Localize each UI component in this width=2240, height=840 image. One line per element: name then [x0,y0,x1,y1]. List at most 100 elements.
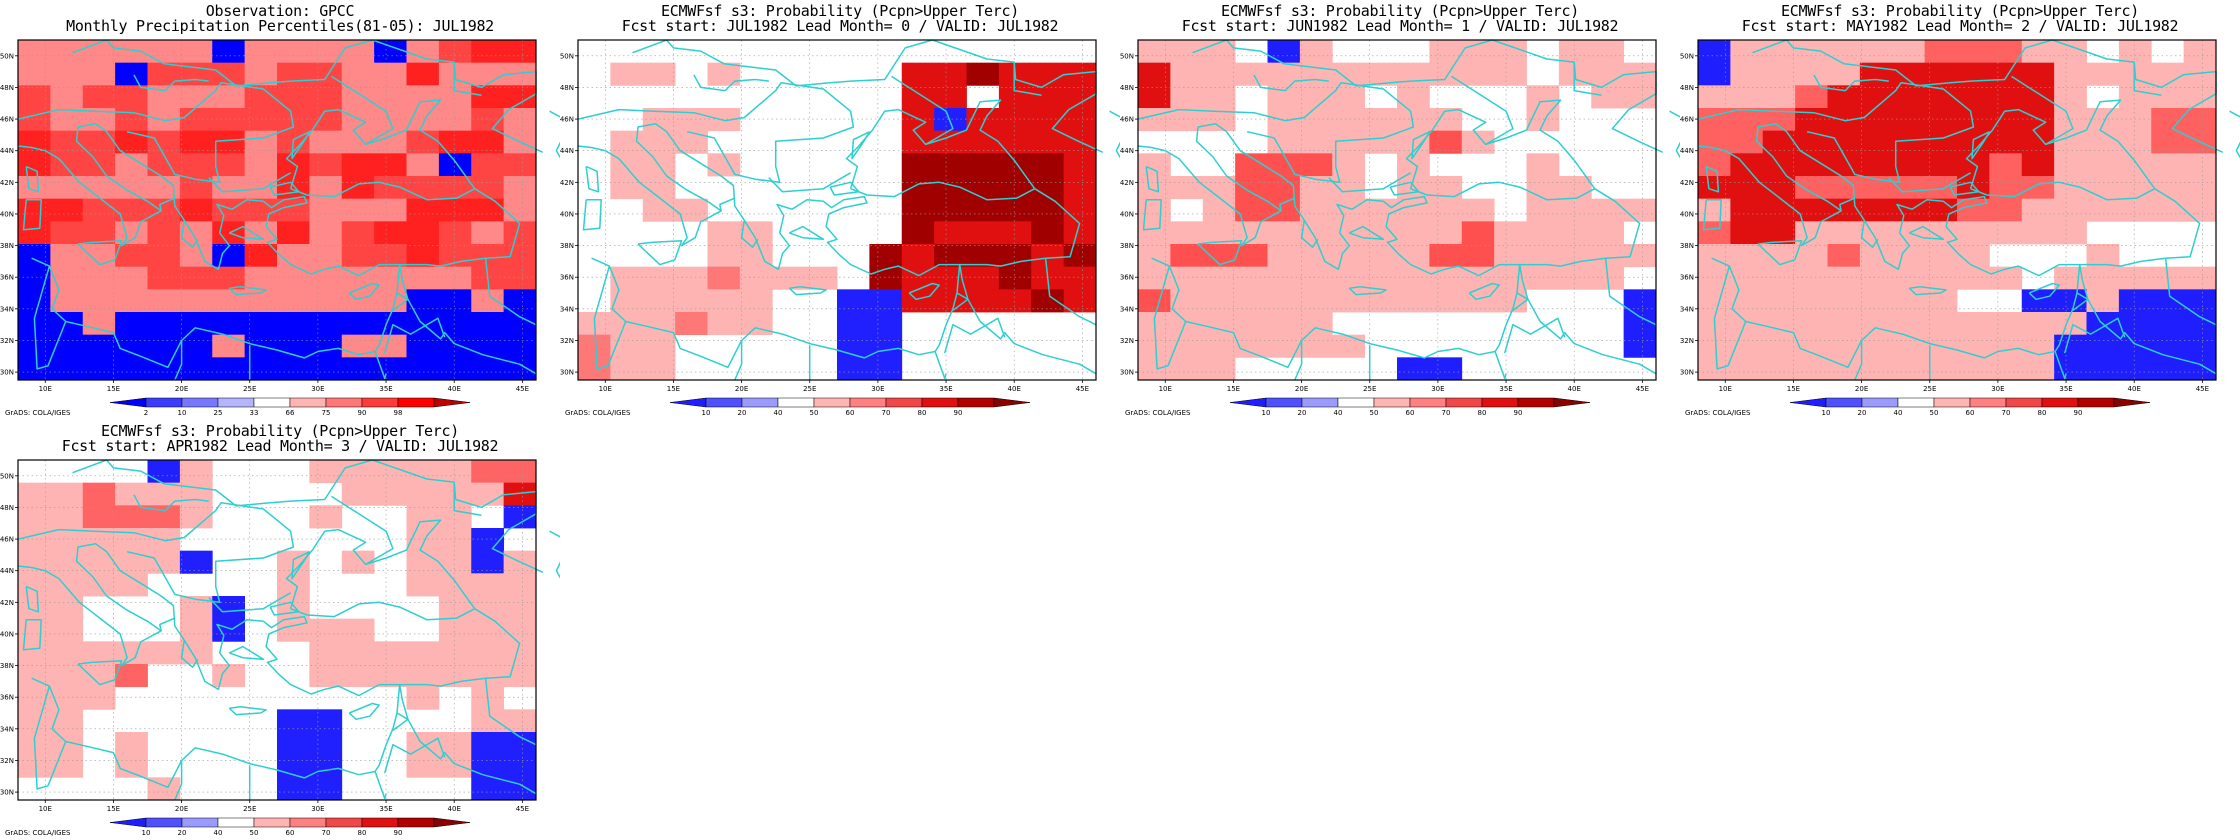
grid-cell [2151,357,2184,380]
grid-cell [439,755,472,778]
grid-cell [2119,85,2152,108]
grid-cell [407,244,440,267]
grid-cell [869,335,902,358]
grid-cell [342,176,375,199]
lat-tick-label: 38N [1680,242,1694,250]
grid-cell [504,40,537,63]
grid-cell [1730,244,1763,267]
grid-cell [471,528,504,551]
lon-tick-label: 35E [379,385,392,393]
grid-cell [1494,40,1527,63]
grid-cell [342,153,375,176]
lat-tick-label: 36N [1120,274,1134,282]
grid-cell [439,335,472,358]
grid-cell [1559,199,1592,222]
grid-cell [1138,40,1171,63]
grid-cell [1828,312,1861,335]
grid-cell [1170,63,1203,86]
grid-cell [407,153,440,176]
grid-cell [967,153,1000,176]
grid-cell [1559,176,1592,199]
grid-cell [1989,85,2022,108]
grid-cell [1698,176,1731,199]
grid-cell [2054,63,2087,86]
grid-cell [1698,108,1731,131]
grid-cell [277,732,310,755]
grid-cell [2054,199,2087,222]
lat-tick-label: 46N [560,116,574,124]
grid-cell [1031,85,1064,108]
lat-tick-label: 40N [560,210,574,218]
lon-tick-label: 10E [1719,385,1732,393]
lat-tick-label: 40N [1120,210,1134,218]
color-bar-swatch [1338,398,1374,407]
grid-cell [1203,85,1236,108]
color-bar-swatch [2006,398,2042,407]
grid-cell [934,153,967,176]
color-bar-swatch [362,398,398,407]
color-bar-label: 10 [702,409,711,417]
grid-cell [1235,199,1268,222]
grid-cell [180,312,213,335]
grads-credit: GrADS: COLA/IGES [1125,409,1190,417]
grid-cell [212,357,245,380]
grid-cell [934,108,967,131]
lat-tick-label: 38N [0,242,14,250]
grid-cell [1860,108,1893,131]
grads-credit: GrADS: COLA/IGES [5,829,70,837]
grid-cell [471,312,504,335]
grid-cell [50,732,83,755]
grid-cell [471,131,504,154]
grid-cell [439,528,472,551]
grid-cell [1860,357,1893,380]
grid-cell [471,619,504,642]
grid-cell [471,63,504,86]
color-bar-swatch [326,398,362,407]
grid-cell [1203,335,1236,358]
grid-cell [837,357,870,380]
grid-cell [407,755,440,778]
grid-cell [999,108,1032,131]
lon-tick-label: 30E [311,805,324,813]
grid-cell [115,244,148,267]
grid-cell [1235,63,1268,86]
grid-cell [374,221,407,244]
grid-cell [471,777,504,800]
grid-cell [309,777,342,800]
grid-cell [1828,153,1861,176]
grid-cell [1138,335,1171,358]
grid-cell [1957,221,1990,244]
color-bar-swatch [2114,398,2150,407]
grid-cell [1957,199,1990,222]
color-bar-swatch [778,398,814,407]
grid-cell [504,199,537,222]
grid-cell [1397,199,1430,222]
grid-cell [439,40,472,63]
lon-tick-label: 35E [2059,385,2072,393]
grid-cell [675,267,708,290]
grid-cell [1828,176,1861,199]
grid-cell [83,687,116,710]
grid-cell [18,641,51,664]
grid-cell [902,153,935,176]
grid-cell [180,357,213,380]
grid-cell [2022,357,2055,380]
grid-cell [1268,244,1301,267]
grid-cell [1031,108,1064,131]
grid-cell [1730,357,1763,380]
grid-cell [1957,312,1990,335]
grid-cell [309,199,342,222]
color-bar-swatch [110,818,146,827]
lon-tick-label: 25E [243,385,256,393]
grid-cell [2022,63,2055,86]
grid-cell [309,755,342,778]
grid-cell [1235,244,1268,267]
color-bar-swatch [814,398,850,407]
grid-cell [708,153,741,176]
grid-cell [1462,63,1495,86]
lon-tick-label: 45E [2196,385,2209,393]
grid-cell [2022,221,2055,244]
lon-tick-label: 35E [939,385,952,393]
grid-cell [1892,335,1925,358]
grid-cell [407,267,440,290]
